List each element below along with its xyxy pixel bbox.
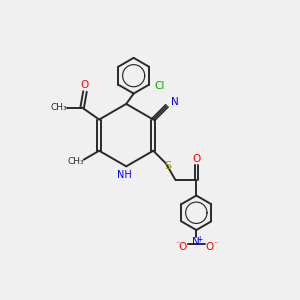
Text: O: O [206,242,214,252]
Text: O: O [178,242,187,252]
Text: NH: NH [117,170,132,180]
Text: Cl: Cl [154,81,165,91]
Text: ⁻: ⁻ [175,239,179,248]
Text: CH₃: CH₃ [51,103,67,112]
Text: S: S [164,161,171,171]
Text: ⁻: ⁻ [213,239,218,248]
Text: +: + [196,235,203,244]
Text: N: N [192,237,200,247]
Text: O: O [192,154,200,164]
Text: CH₃: CH₃ [68,157,84,166]
Text: O: O [81,80,89,90]
Text: N: N [171,97,179,107]
